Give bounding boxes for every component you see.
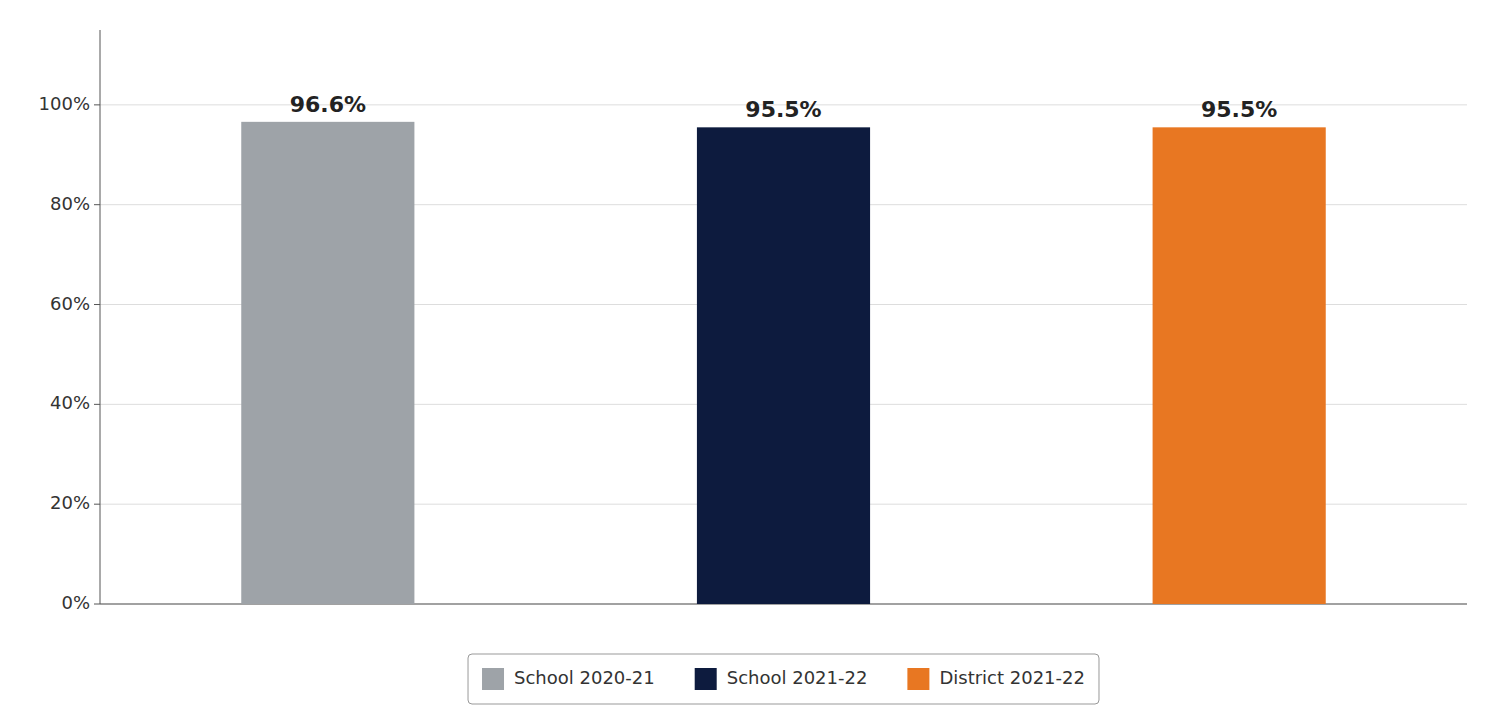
y-tick [94, 404, 100, 405]
legend-item: School 2021-22 [695, 667, 868, 690]
legend-label: School 2021-22 [727, 667, 868, 688]
data-label: 95.5% [745, 97, 821, 122]
y-tick-label: 80% [50, 193, 90, 214]
y-tick-label: 0% [61, 592, 90, 613]
y-ticks: 0% 20% 40% 60% 80% 100% [39, 93, 100, 613]
legend-swatch [695, 668, 717, 690]
y-tick [94, 104, 100, 105]
legend-frame [468, 654, 1099, 704]
y-tick [94, 604, 100, 605]
legend-swatch [482, 668, 504, 690]
data-label: 96.6% [290, 92, 366, 117]
legend-item: School 2020-21 [482, 667, 655, 690]
legend-label: District 2021-22 [939, 667, 1085, 688]
bar [241, 122, 414, 604]
bar [1153, 127, 1326, 604]
y-tick [94, 504, 100, 505]
legend-swatch [907, 668, 929, 690]
y-tick-label: 60% [50, 293, 90, 314]
legend-item: District 2021-22 [907, 667, 1085, 690]
chart: 0% 20% 40% 60% 80% 100% 96.6% 95.5% 95.5% School … [0, 0, 1507, 724]
legend: School 2020-21 School 2021-22 District 202… [468, 654, 1099, 704]
y-tick-label: 100% [39, 93, 90, 114]
y-tick-label: 40% [50, 392, 90, 413]
y-axis-line [100, 30, 101, 604]
grid [100, 105, 1467, 604]
data-label: 95.5% [1201, 97, 1277, 122]
y-tick [94, 304, 100, 305]
data-labels: 96.6% 95.5% 95.5% [290, 92, 1278, 122]
bars [241, 122, 1325, 604]
y-tick-label: 20% [50, 492, 90, 513]
bar [697, 127, 870, 604]
y-tick [94, 204, 100, 205]
legend-label: School 2020-21 [514, 667, 655, 688]
